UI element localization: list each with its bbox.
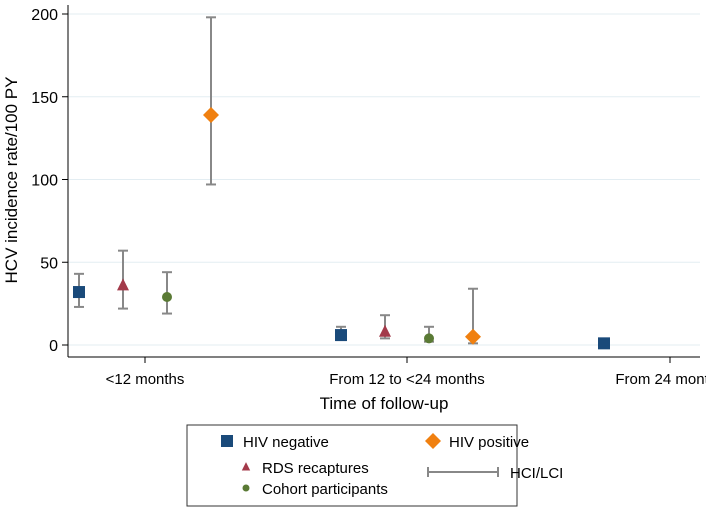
square-marker — [73, 286, 85, 299]
legend-label: Cohort participants — [262, 481, 388, 498]
legend-label: HCI/LCI — [510, 465, 563, 482]
data-point-group — [117, 249, 129, 310]
square-marker — [335, 329, 347, 342]
y-tick-label: 0 — [49, 338, 58, 355]
legend-label: HIV negative — [243, 434, 329, 451]
x-tick-label: <12 months — [106, 371, 185, 388]
y-tick-label: 150 — [31, 90, 58, 107]
y-tick-label: 50 — [40, 255, 58, 272]
diamond-marker — [465, 328, 481, 345]
diamond-marker — [203, 106, 219, 123]
legend-triangle-icon — [241, 462, 251, 471]
data-point-group — [424, 325, 434, 344]
legend-label: RDS recaptures — [262, 460, 369, 477]
y-tick-label: 100 — [31, 173, 58, 190]
y-axis: 0 50 100 150 200 — [31, 5, 69, 357]
data-point-group — [598, 337, 610, 350]
x-axis: <12 months From 12 to <24 months From 24 m… — [68, 356, 706, 388]
x-tick-label: From 24 months — [615, 371, 706, 388]
triangle-marker — [117, 278, 129, 291]
gridlines — [68, 13, 700, 346]
triangle-marker — [379, 324, 391, 337]
data-point-group — [203, 16, 219, 186]
data-point-group — [162, 271, 172, 315]
x-tick-label: From 12 to <24 months — [329, 371, 485, 388]
square-marker — [598, 337, 610, 350]
x-axis-label: Time of follow-up — [320, 394, 449, 413]
data-point-group — [379, 314, 391, 340]
legend-label: HIV positive — [449, 434, 529, 451]
y-tick-label: 200 — [31, 7, 58, 24]
legend-diamond-icon — [425, 433, 441, 449]
data-point-group — [73, 272, 85, 308]
data-point-group — [465, 287, 481, 345]
data-point-group — [335, 325, 347, 342]
legend-square-icon — [221, 435, 233, 447]
y-axis-label: HCV incidence rate/100 PY — [2, 77, 21, 284]
data-marks — [73, 16, 610, 350]
legend-box — [186, 424, 518, 507]
legend-circle-icon — [242, 484, 250, 492]
legend: HIV negative RDS recaptures Cohort partici… — [186, 424, 563, 507]
circle-marker — [424, 333, 434, 344]
circle-marker — [162, 292, 172, 303]
